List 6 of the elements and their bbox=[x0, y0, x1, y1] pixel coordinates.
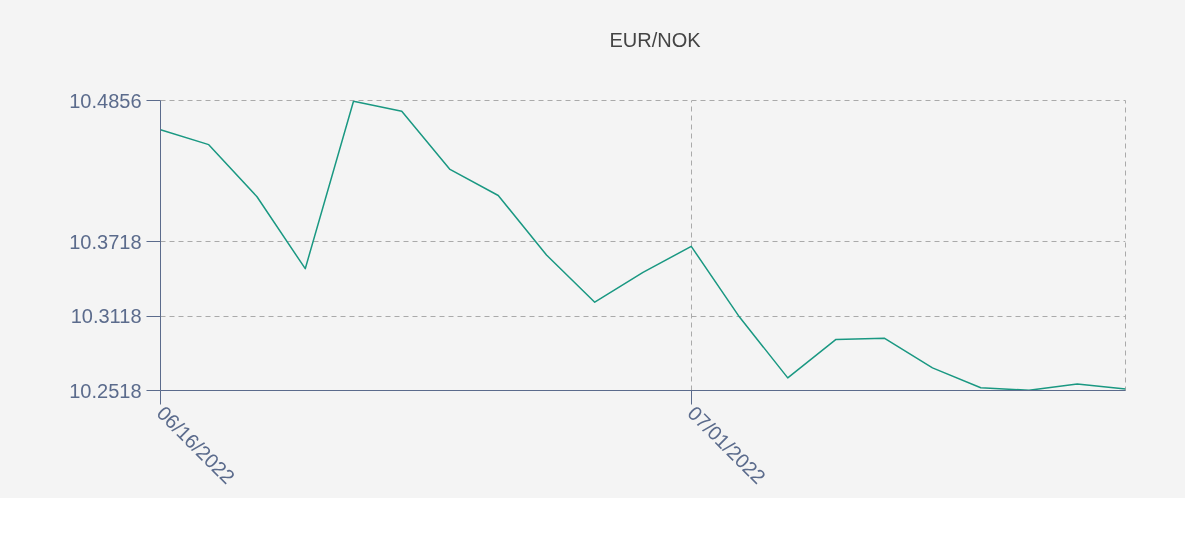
y-tick-label: 10.4856 bbox=[69, 89, 142, 112]
y-tick-label: 10.2518 bbox=[69, 379, 142, 402]
y-tick-label: 10.3718 bbox=[69, 230, 142, 253]
y-tick-label: 10.3118 bbox=[70, 305, 142, 328]
text: EUR/NOK bbox=[609, 28, 701, 52]
line-series bbox=[160, 100, 1126, 391]
